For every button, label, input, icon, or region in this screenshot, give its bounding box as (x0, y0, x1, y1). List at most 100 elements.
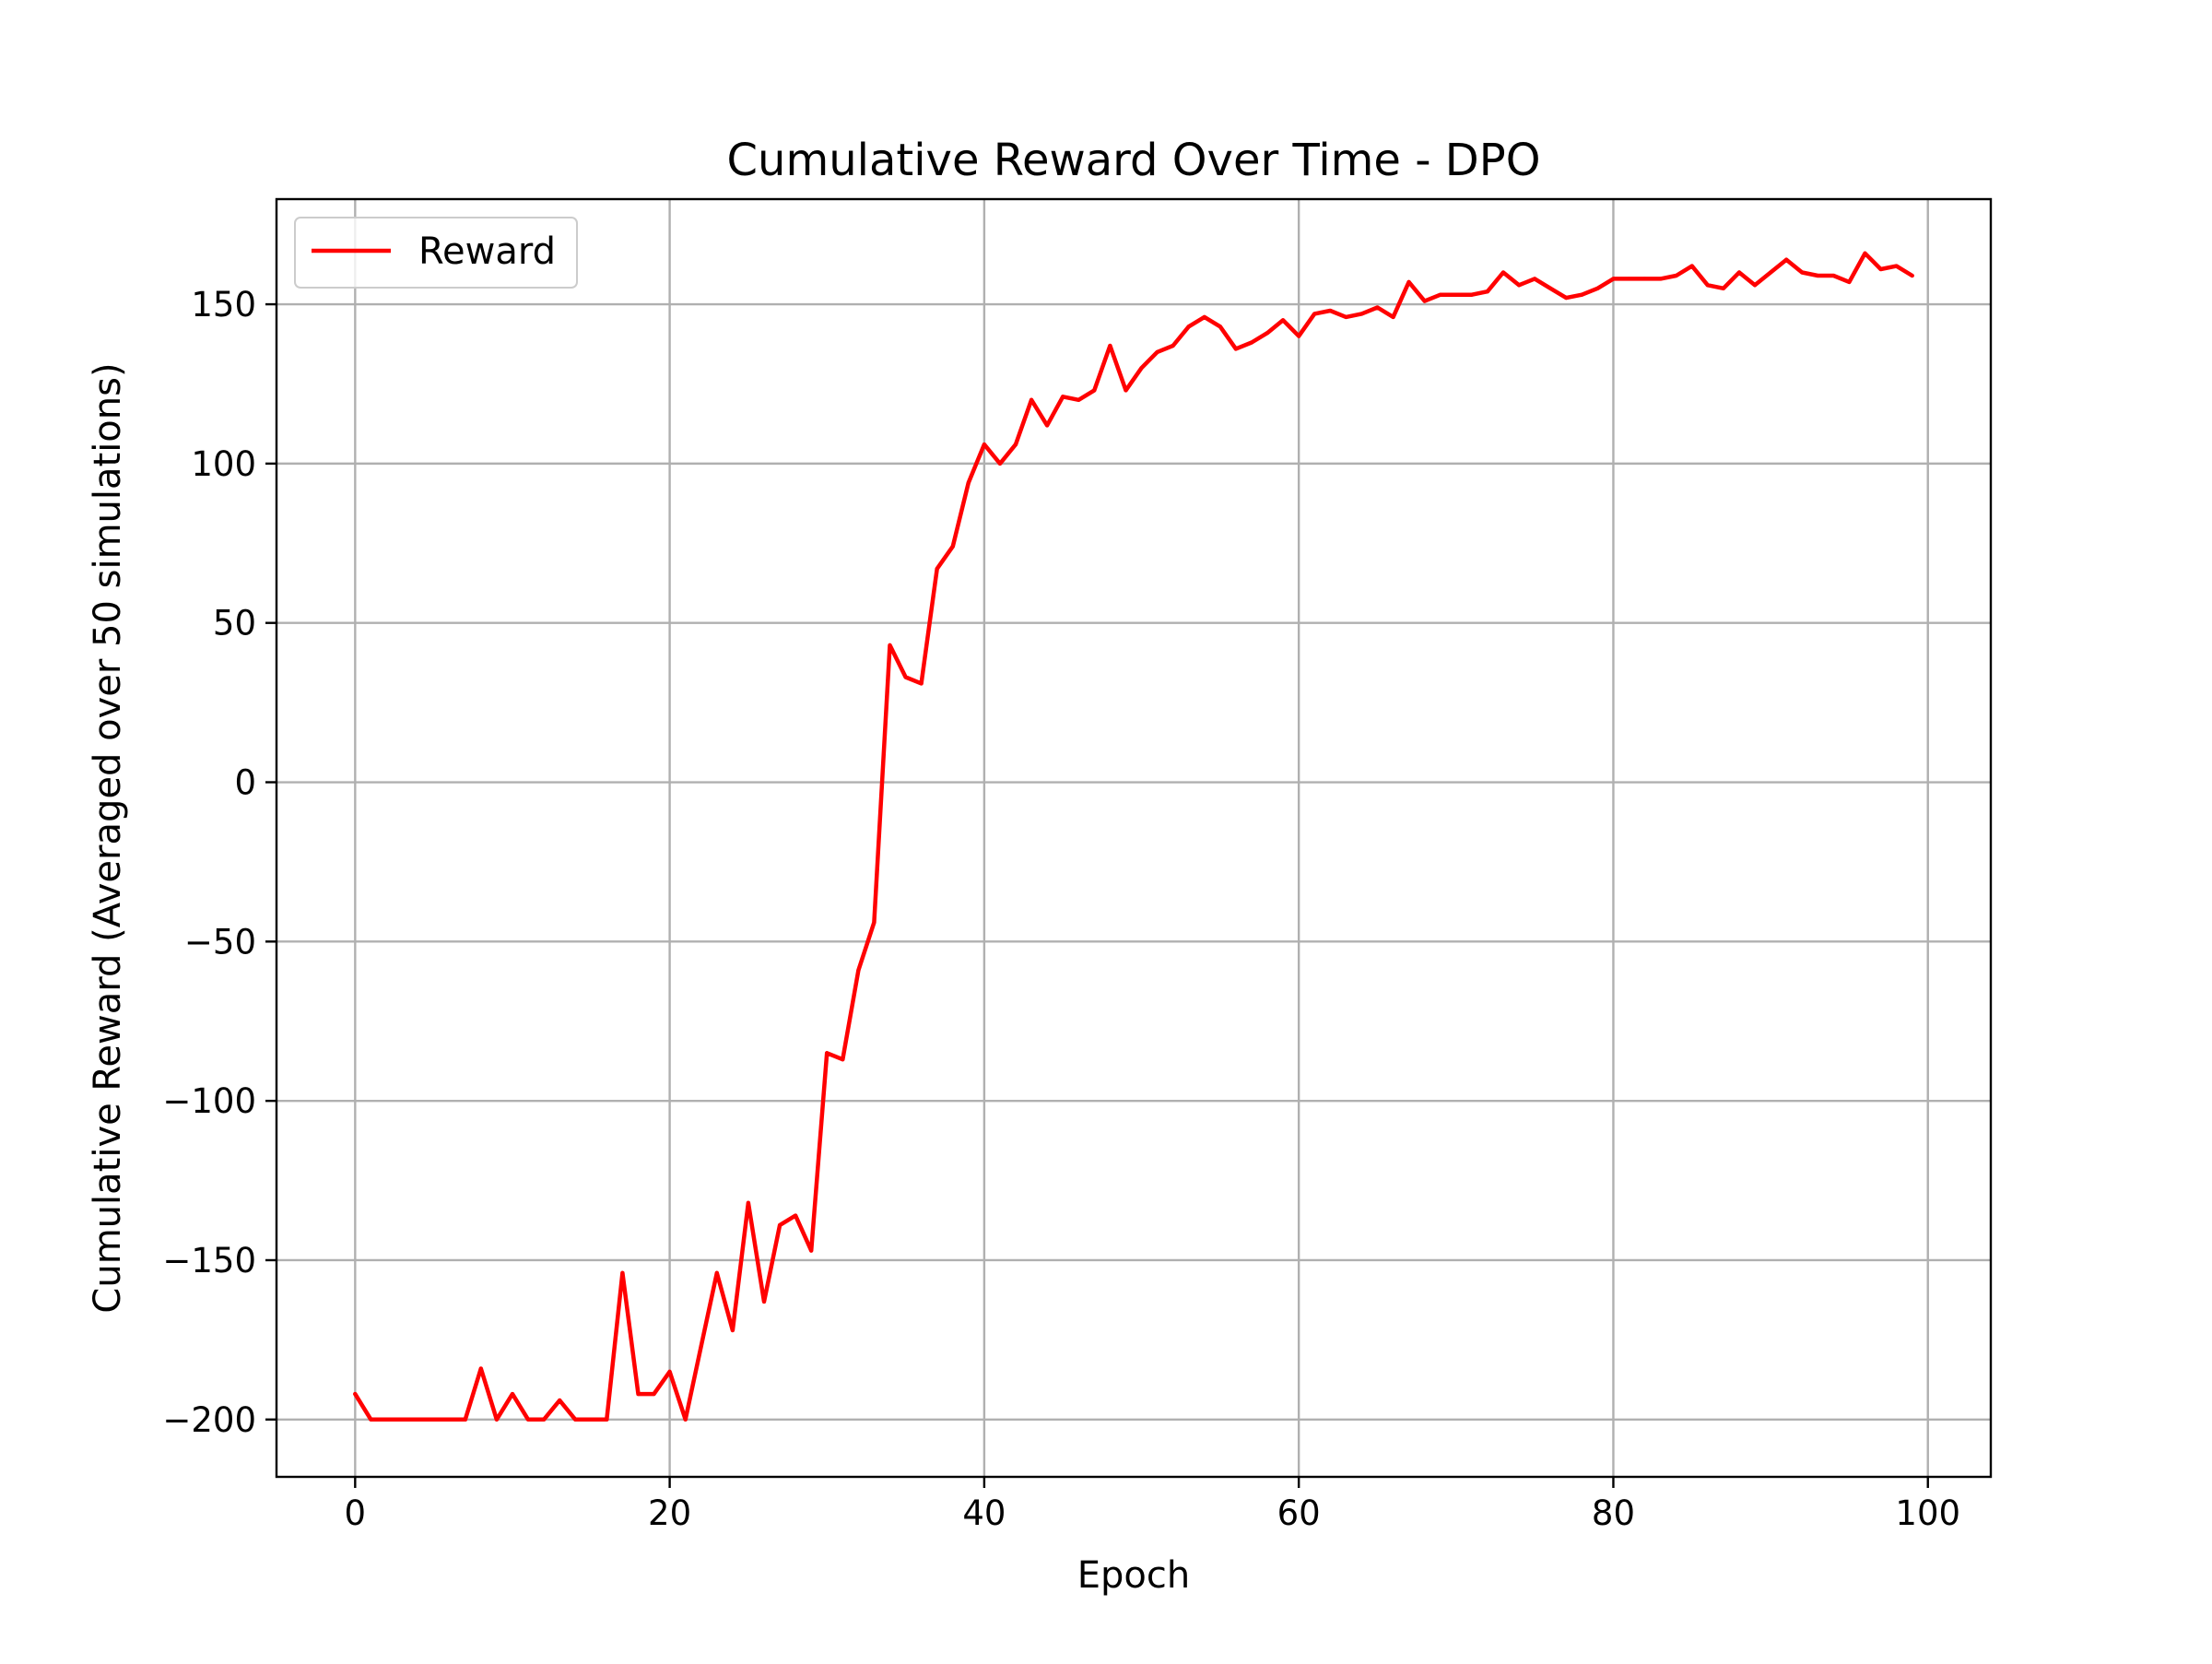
data-point (542, 1417, 547, 1422)
data-point (478, 1366, 483, 1371)
data-point (589, 1417, 594, 1422)
data-point (950, 544, 955, 549)
data-point (369, 1417, 373, 1422)
data-point (1312, 312, 1317, 316)
data-point (1658, 277, 1663, 281)
data-point (1611, 277, 1616, 281)
data-point (919, 681, 924, 686)
data-point (1847, 279, 1852, 284)
data-point (431, 1417, 436, 1422)
data-point (1878, 267, 1883, 272)
y-tick-label: 150 (191, 285, 256, 325)
legend-box (294, 217, 578, 289)
data-point (1548, 286, 1553, 290)
data-point (1800, 270, 1805, 275)
data-point (1249, 340, 1253, 345)
data-point (1721, 286, 1725, 290)
data-point (573, 1417, 578, 1422)
data-point (1769, 270, 1773, 275)
data-point (1517, 283, 1522, 288)
data-point (888, 643, 892, 647)
data-point (667, 1369, 672, 1374)
data-point (1422, 299, 1427, 303)
data-point (1108, 343, 1112, 348)
data-point (1328, 308, 1333, 313)
x-tick-label: 100 (1895, 1493, 1960, 1533)
data-point (809, 1248, 814, 1253)
data-point (1406, 279, 1411, 284)
data-point (1469, 292, 1474, 297)
x-tick-label: 20 (648, 1493, 691, 1533)
data-point (856, 968, 861, 973)
data-point (1595, 286, 1600, 290)
data-point (1265, 331, 1270, 336)
data-point (935, 566, 939, 571)
data-point (510, 1392, 514, 1397)
plot-frame (275, 197, 1993, 1479)
data-point (872, 920, 877, 925)
data-point (526, 1417, 531, 1422)
data-point (1045, 423, 1050, 428)
data-point (1501, 270, 1506, 275)
data-point (1910, 273, 1914, 277)
ticks: 0 20 40 60 80 100 −200 −150 −100 −50 0 50 100 150 (162, 285, 1960, 1533)
y-tick-label: −50 (184, 922, 256, 962)
legend-label-reward: Reward (418, 230, 556, 273)
data-point (1736, 270, 1741, 275)
data-point (605, 1417, 609, 1422)
data-point (1533, 277, 1537, 281)
data-point (778, 1222, 782, 1227)
data-point (1218, 325, 1222, 329)
x-tick-label: 80 (1592, 1493, 1635, 1533)
data-point (825, 1051, 830, 1056)
data-point (1077, 397, 1081, 402)
data-point (1391, 314, 1395, 319)
data-point (1171, 343, 1175, 348)
data-point (447, 1417, 452, 1422)
data-point (1894, 264, 1899, 268)
data-point (1863, 251, 1867, 255)
data-point (1689, 264, 1694, 268)
data-point (794, 1213, 798, 1218)
data-point (841, 1057, 845, 1062)
data-point (966, 480, 971, 485)
data-point (982, 443, 986, 447)
y-tick-label: −200 (162, 1400, 256, 1440)
data-point (1485, 289, 1489, 294)
x-axis-title: Epoch (1077, 1554, 1190, 1597)
data-point (1186, 325, 1191, 329)
data-point (636, 1392, 641, 1397)
data-point (558, 1398, 562, 1403)
data-point (1092, 388, 1097, 393)
y-tick-label: −100 (162, 1081, 256, 1121)
y-tick-label: 0 (234, 763, 256, 803)
data-point (1674, 273, 1678, 277)
chart-title: Cumulative Reward Over Time - DPO (727, 135, 1541, 186)
data-point (1202, 314, 1206, 319)
data-point (416, 1417, 420, 1422)
data-point (1784, 257, 1789, 262)
data-point (1281, 318, 1286, 323)
data-point (746, 1200, 750, 1205)
data-point (1453, 292, 1458, 297)
data-point (1061, 395, 1065, 399)
data-point (1627, 277, 1631, 281)
data-point (1030, 397, 1034, 402)
data-point (1753, 283, 1758, 288)
series-layer (353, 251, 1914, 1422)
data-point (1816, 273, 1820, 277)
data-point (400, 1417, 405, 1422)
data-point (1124, 388, 1128, 393)
plot-area (276, 199, 1991, 1477)
data-point (730, 1328, 735, 1333)
legend: Reward (294, 217, 578, 289)
data-point (699, 1344, 703, 1349)
y-tick-label: −150 (162, 1241, 256, 1280)
data-point (1438, 292, 1442, 297)
data-point (1359, 312, 1364, 316)
series-line-reward (353, 251, 1914, 1422)
y-axis-title: Cumulative Reward (Averaged over 50 simu… (87, 362, 129, 1313)
data-point (494, 1417, 499, 1422)
